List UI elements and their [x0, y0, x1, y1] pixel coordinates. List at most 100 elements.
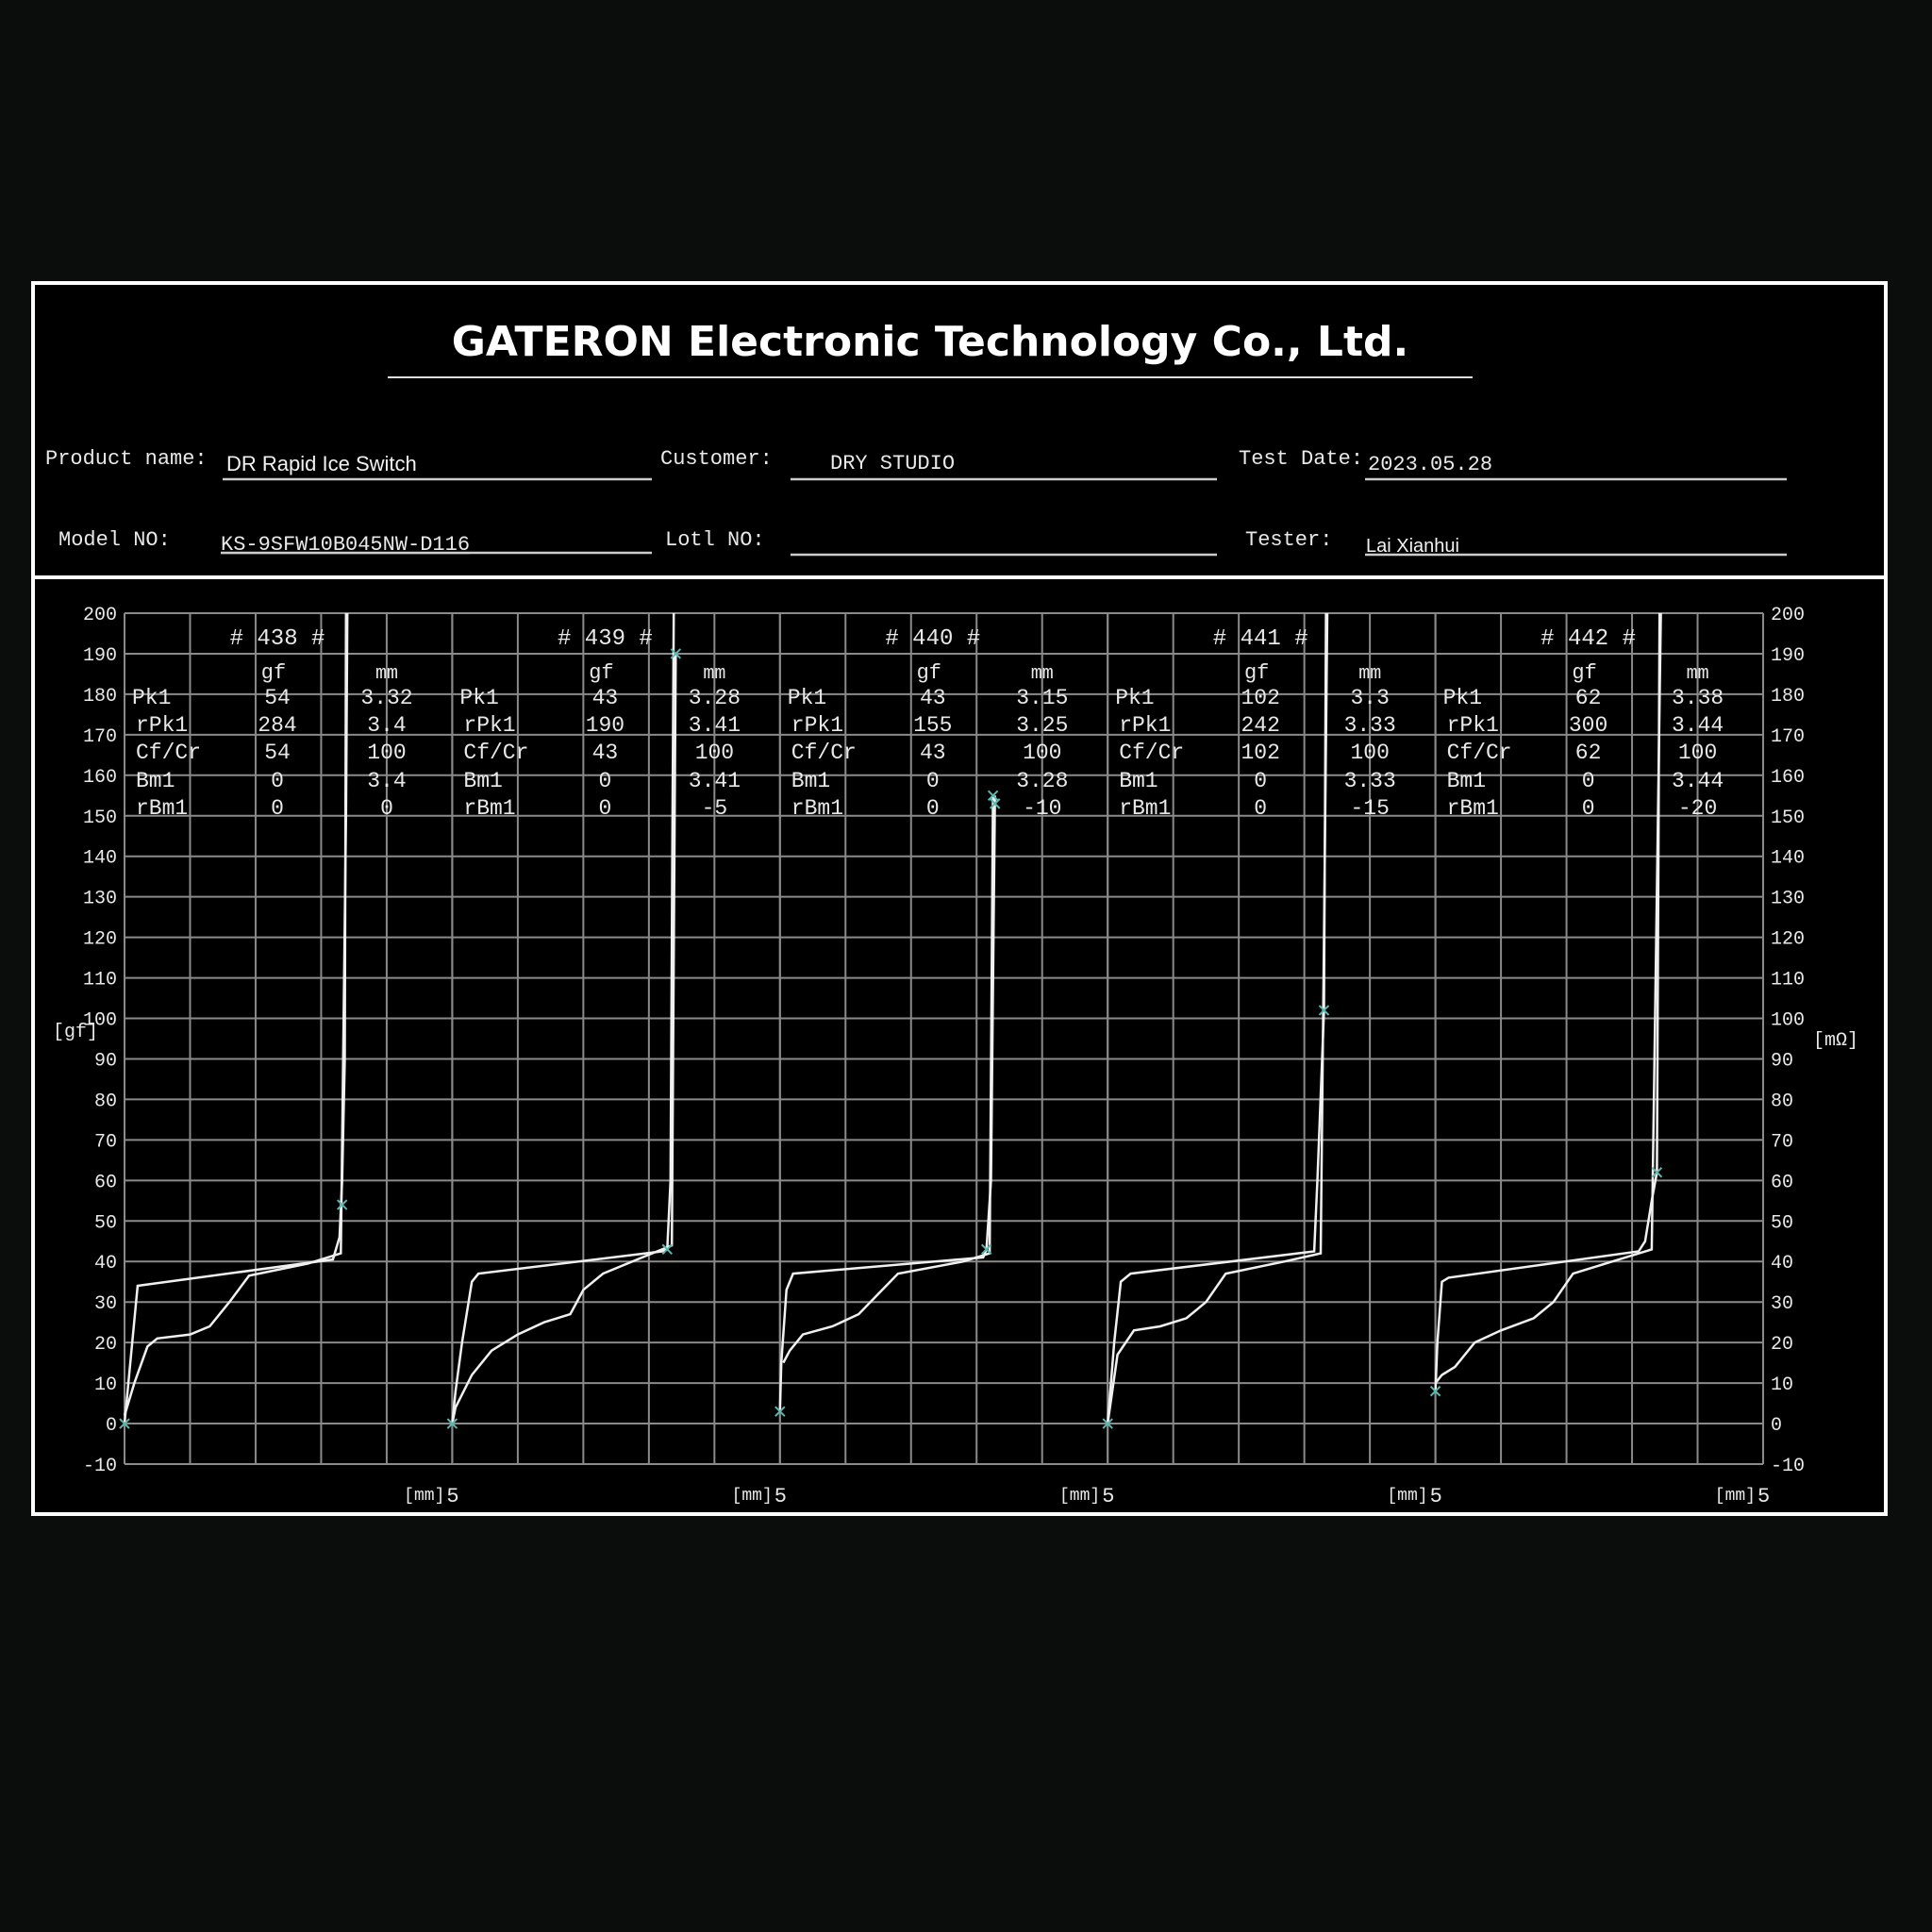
y-tick-left: 140	[83, 848, 117, 870]
y-tick-right: 140	[1771, 848, 1805, 870]
mm-value: 3.3	[1350, 686, 1389, 710]
gf-value: 0	[1582, 769, 1595, 793]
mm-value: 100	[695, 741, 734, 765]
row-label: Cf/Cr	[463, 741, 528, 765]
x-marker-stroke	[661, 1243, 674, 1256]
tester-value: Lai Xianhui	[1366, 536, 1459, 557]
mm-value: 3.15	[1016, 686, 1068, 710]
y-tick-left: 30	[94, 1293, 117, 1315]
gf-value: 102	[1241, 686, 1279, 710]
y-tick-right: 50	[1771, 1212, 1793, 1234]
mm-value: 3.33	[1344, 713, 1396, 738]
model-no-label: Model NO:	[58, 528, 171, 552]
row-label: Bm1	[136, 769, 175, 793]
x-marker	[119, 1418, 130, 1429]
mm-value: 100	[367, 741, 406, 765]
gf-value: 242	[1241, 713, 1279, 738]
mm-value: 3.28	[1016, 769, 1068, 793]
mm-value: 3.28	[689, 686, 741, 710]
row-label: rPk1	[791, 713, 843, 738]
x-axis-unit-label: [mm]	[732, 1487, 773, 1506]
gf-value: 155	[913, 713, 952, 738]
gf-value: 0	[1254, 796, 1267, 821]
gf-value: 62	[1575, 686, 1602, 710]
gf-value: 102	[1241, 741, 1279, 765]
release-curve	[451, 653, 677, 1424]
panel-table-4: # 442 # gf mm Pk1 62 3.38 rPk1 300 3.44 Cf/Cr 62 10…	[1443, 626, 1724, 821]
gf-value: 0	[271, 796, 284, 821]
x-marker-stroke	[774, 1406, 786, 1417]
mm-value: -5	[702, 796, 728, 821]
y-tick-left: 190	[83, 645, 117, 667]
y-tick-right: 160	[1771, 767, 1805, 789]
panel-id: # 439 #	[558, 626, 653, 652]
gf-value: 43	[920, 686, 946, 710]
y-axis-left-label: [gf]	[53, 1022, 98, 1043]
x-marker	[989, 798, 1001, 809]
lot-no-label: Lotl NO:	[665, 528, 765, 552]
release-curve	[782, 795, 994, 1364]
row-label: rPk1	[136, 713, 188, 738]
test-date-label: Test Date:	[1239, 447, 1363, 471]
panel-id: # 440 #	[885, 626, 980, 652]
col-header-gf: gf	[917, 661, 941, 685]
x-tick-label: 5	[774, 1485, 787, 1508]
x-marker	[446, 1418, 458, 1429]
x-marker-stroke	[980, 1243, 992, 1256]
mm-value: -20	[1678, 796, 1717, 821]
y-tick-right: 150	[1771, 808, 1805, 829]
row-label: Pk1	[788, 686, 826, 710]
mm-value: 100	[1023, 741, 1061, 765]
gf-value: 0	[1254, 769, 1267, 793]
press-curve	[451, 612, 675, 1424]
company-title: GATERON Electronic Technology Co., Ltd.	[452, 318, 1408, 366]
mm-value: 100	[1350, 741, 1389, 765]
y-tick-left: 40	[94, 1253, 117, 1274]
mm-value: 3.4	[367, 769, 406, 793]
mm-value: 3.41	[689, 713, 741, 738]
y-tick-right: 180	[1771, 686, 1805, 708]
gf-value: 0	[1582, 796, 1595, 821]
header-fields: Product name: DR Rapid Ice Switch Custom…	[45, 447, 1787, 557]
col-header-gf: gf	[589, 661, 613, 685]
panel-id: # 442 #	[1541, 626, 1636, 652]
tester-label: Tester:	[1245, 528, 1332, 552]
gf-value: 43	[592, 686, 619, 710]
y-tick-right: 130	[1771, 889, 1805, 910]
row-label: Pk1	[459, 686, 498, 710]
y-tick-right: 10	[1771, 1374, 1793, 1396]
y-tick-left: 150	[83, 808, 117, 829]
row-label: Bm1	[1447, 769, 1486, 793]
x-marker-stroke	[1102, 1418, 1113, 1429]
gf-value: 0	[926, 796, 940, 821]
panel-table-3: # 441 # gf mm Pk1 102 3.3 rPk1 242 3.33 Cf/Cr 102 1…	[1115, 626, 1396, 821]
y-tick-left: 100	[83, 1010, 117, 1032]
y-axis-right-label: [mΩ]	[1813, 1030, 1858, 1052]
gf-value: 62	[1575, 741, 1602, 765]
customer-value: DRY STUDIO	[830, 452, 955, 475]
panel-id: # 441 #	[1213, 626, 1308, 652]
y-tick-left: 60	[94, 1172, 117, 1193]
y-tick-left: 50	[94, 1212, 117, 1234]
y-tick-left: 110	[83, 970, 117, 991]
row-label: Cf/Cr	[136, 741, 201, 765]
y-tick-left: 130	[83, 889, 117, 910]
col-header-mm: mm	[1358, 663, 1381, 685]
y-tick-right: 0	[1771, 1415, 1782, 1437]
press-curve	[1434, 612, 1661, 1391]
x-marker	[336, 1199, 348, 1210]
panel-table-2: # 440 # gf mm Pk1 43 3.15 rPk1 155 3.25 Cf/Cr 43 10…	[788, 626, 1069, 821]
x-marker	[1318, 1005, 1330, 1016]
y-tick-left: -10	[83, 1456, 117, 1477]
row-label: Bm1	[1119, 769, 1158, 793]
y-tick-right: 190	[1771, 645, 1805, 667]
y-tick-right: 120	[1771, 929, 1805, 951]
gf-value: 43	[920, 741, 946, 765]
product-name-label: Product name:	[45, 447, 208, 471]
gf-value: 43	[592, 741, 619, 765]
mm-value: 3.44	[1672, 713, 1724, 738]
x-marker	[1429, 1385, 1441, 1397]
row-label: rPk1	[1447, 713, 1499, 738]
x-marker	[1102, 1418, 1113, 1429]
